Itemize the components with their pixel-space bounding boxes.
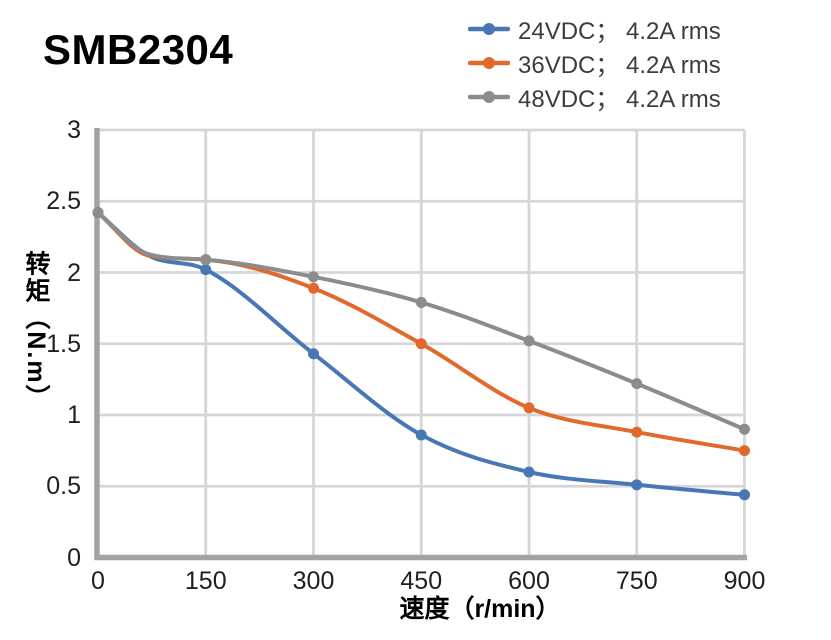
data-point bbox=[415, 429, 427, 441]
y-tick-label: 2.5 bbox=[46, 187, 81, 216]
data-point bbox=[200, 254, 212, 266]
data-point bbox=[523, 335, 535, 347]
data-point bbox=[415, 296, 427, 308]
legend-label-48vdc: 48VDC； 4.2A rms bbox=[518, 86, 721, 113]
legend: 24VDC； 4.2A rms 36VDC； 4.2A rms 48VDC； 4… bbox=[468, 12, 721, 113]
x-tick-label: 600 bbox=[508, 567, 550, 595]
x-axis-title: 速度（r/min） bbox=[399, 595, 561, 623]
y-tick-label: 1 bbox=[67, 401, 81, 429]
x-tick-label: 300 bbox=[292, 567, 335, 595]
x-tick-label: 150 bbox=[184, 567, 227, 595]
data-point bbox=[308, 271, 319, 283]
x-tick-label: 0 bbox=[91, 567, 105, 595]
data-point bbox=[523, 466, 535, 478]
y-tick-label: 0.5 bbox=[46, 472, 81, 501]
y-tick-label: 2 bbox=[67, 258, 81, 287]
y-tick-label: 0 bbox=[67, 543, 81, 572]
chart-title: SMB2304 bbox=[43, 26, 234, 73]
x-tick-label: 900 bbox=[723, 567, 766, 595]
data-point bbox=[523, 402, 535, 414]
y-axis-title: 转矩（N.m） bbox=[22, 250, 50, 412]
legend-label-24vdc: 24VDC； 4.2A rms bbox=[518, 18, 721, 45]
y-tick-label: 1.5 bbox=[46, 329, 81, 358]
data-point bbox=[739, 445, 750, 457]
legend-item-36vdc: 36VDC； 4.2A rms bbox=[468, 46, 721, 79]
legend-line-marker-icon bbox=[468, 90, 510, 103]
legend-line-marker-icon bbox=[468, 56, 510, 69]
legend-item-24vdc: 24VDC； 4.2A rms bbox=[468, 12, 721, 45]
data-point bbox=[631, 378, 643, 390]
data-point bbox=[631, 426, 643, 438]
data-point bbox=[631, 479, 643, 491]
legend-line-marker-icon bbox=[468, 22, 510, 35]
data-point bbox=[308, 282, 319, 294]
data-point bbox=[415, 338, 427, 350]
y-tick-label: 3 bbox=[67, 116, 81, 144]
data-point bbox=[200, 264, 212, 276]
x-tick-label: 750 bbox=[615, 567, 658, 595]
data-point bbox=[92, 207, 104, 219]
data-point bbox=[308, 348, 319, 360]
legend-item-48vdc: 48VDC； 4.2A rms bbox=[468, 80, 721, 113]
data-point bbox=[739, 489, 750, 501]
x-tick-label: 450 bbox=[400, 567, 443, 595]
data-point bbox=[739, 423, 750, 435]
legend-label-36vdc: 36VDC； 4.2A rms bbox=[518, 52, 721, 79]
series-line-0 bbox=[96, 210, 747, 497]
